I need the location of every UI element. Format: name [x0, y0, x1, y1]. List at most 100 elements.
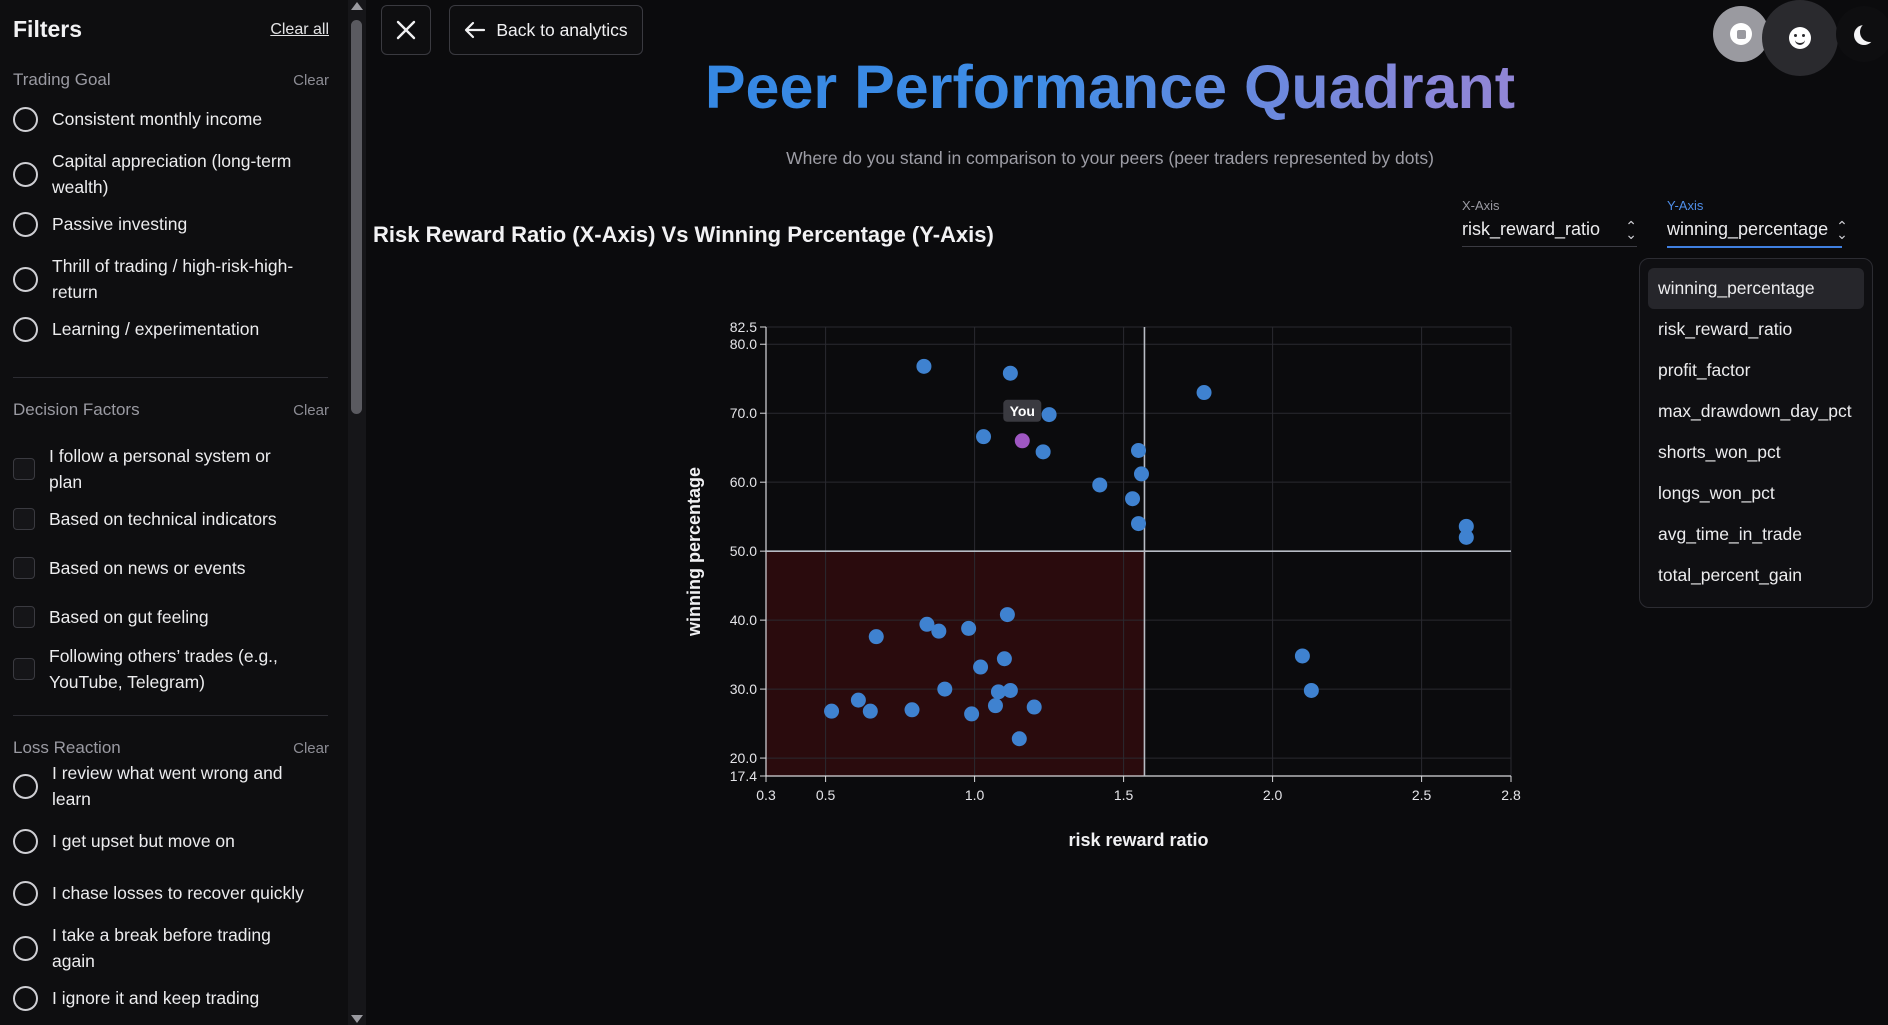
bookmark-button[interactable] [1713, 6, 1769, 62]
decision-factor-option[interactable]: Based on news or events [13, 555, 329, 581]
trading-goal-option[interactable]: Capital appreciation (long-term wealth) [13, 148, 329, 200]
checkbox[interactable] [13, 557, 35, 579]
decision-factor-option[interactable]: Based on gut feeling [13, 604, 329, 630]
scrollbar-thumb[interactable] [351, 20, 362, 414]
x-axis-select[interactable]: X-Axis risk_reward_ratio ⌃ ⌄ [1462, 198, 1637, 247]
radio-button[interactable] [13, 266, 38, 292]
radio-button[interactable] [13, 773, 38, 799]
trading-goal-section: Trading Goal Clear Consistent monthly in… [13, 68, 329, 342]
peer-dot [862, 703, 878, 719]
scroll-down-arrow-icon[interactable] [351, 1015, 363, 1023]
checkbox[interactable] [13, 606, 35, 628]
peer-dot [976, 429, 992, 445]
radio-button[interactable] [13, 828, 38, 854]
moon-icon [1860, 22, 1880, 42]
page-title: Peer Performance Quadrant [366, 52, 1854, 122]
peer-dot [931, 623, 947, 639]
option-label: I review what went wrong and learn [52, 763, 283, 809]
peer-dot [973, 659, 989, 675]
peer-dot [868, 629, 884, 645]
decision-factor-option[interactable]: Following others’ trades (e.g., YouTube,… [13, 643, 329, 695]
scroll-up-arrow-icon[interactable] [351, 2, 363, 10]
peer-dot [1458, 529, 1474, 545]
checkbox[interactable] [13, 508, 35, 530]
decision-factor-option[interactable]: I follow a personal system or plan [13, 443, 329, 495]
option-label: Passive investing [52, 214, 188, 234]
radio-button[interactable] [13, 316, 38, 342]
option-label: I chase losses to recover quickly [52, 883, 304, 903]
loss-reaction-option[interactable]: I take a break before trading again [13, 922, 329, 974]
dropdown-option[interactable]: winning_percentage [1648, 268, 1864, 309]
dropdown-option[interactable]: risk_reward_ratio [1658, 319, 1793, 339]
dropdown-option[interactable]: avg_time_in_trade [1658, 524, 1802, 544]
trading-goal-option[interactable]: Passive investing [13, 211, 329, 237]
peer-dot [1131, 516, 1146, 532]
you-label: You [1010, 403, 1035, 419]
dropdown-option[interactable]: profit_factor [1658, 360, 1751, 380]
close-button[interactable] [381, 5, 431, 55]
loss-reaction-option[interactable]: I review what went wrong and learn [13, 760, 329, 812]
option-label: Capital appreciation (long-term wealth) [52, 151, 292, 197]
x-axis-selected: risk_reward_ratio [1462, 219, 1601, 239]
radio-button[interactable] [13, 880, 38, 906]
underperform-quadrant [766, 551, 1145, 776]
x-axis-value[interactable]: risk_reward_ratio ⌃ ⌄ [1462, 219, 1637, 247]
peer-dot [1035, 444, 1051, 460]
chart-heading: Risk Reward Ratio (X-Axis) Vs Winning Pe… [373, 222, 994, 247]
section-divider [13, 377, 328, 378]
assistant-button[interactable] [1762, 0, 1838, 76]
x-tick-label: 2.8 [1501, 787, 1521, 803]
peer-dot [964, 706, 980, 722]
radio-button[interactable] [13, 935, 38, 961]
section-clear-button[interactable]: Clear [293, 71, 329, 89]
section-title: Decision Factors [13, 400, 140, 419]
checkbox[interactable] [13, 458, 35, 480]
y-tick-label: 30.0 [730, 681, 757, 697]
option-label: I ignore it and keep trading [52, 988, 260, 1008]
y-tick-label: 40.0 [730, 612, 757, 628]
y-tick-label: 17.4 [730, 768, 757, 784]
section-clear-button[interactable]: Clear [293, 739, 329, 757]
trading-goal-option[interactable]: Learning / experimentation [13, 316, 329, 342]
dropdown-option[interactable]: max_drawdown_day_pct [1658, 401, 1852, 421]
peer-dot [1133, 466, 1149, 482]
loss-reaction-section: Loss Reaction Clear I review what went w… [13, 736, 329, 1011]
peer-dot [990, 684, 1006, 700]
radio-button[interactable] [13, 211, 38, 237]
loss-reaction-option[interactable]: I get upset but move on [13, 828, 329, 854]
peer-dot [1002, 365, 1018, 381]
trading-goal-option[interactable]: Consistent monthly income [13, 106, 329, 132]
option-label: Consistent monthly income [52, 109, 263, 129]
x-axis-label: risk reward ratio [1068, 830, 1208, 850]
you-dot [1014, 433, 1030, 449]
decision-factor-option[interactable]: Based on technical indicators [13, 506, 329, 532]
section-clear-button[interactable]: Clear [293, 401, 329, 419]
y-axis-label: winning percentage [684, 467, 704, 637]
radio-button[interactable] [13, 161, 38, 187]
dropdown-option[interactable]: longs_won_pct [1658, 483, 1775, 503]
checkbox[interactable] [13, 658, 35, 680]
x-tick-label: 1.5 [1114, 787, 1134, 803]
y-tick-label: 82.5 [730, 319, 757, 335]
trading-goal-option[interactable]: Thrill of trading / high-risk-high-retur… [13, 253, 329, 305]
y-axis-value[interactable]: winning_percentage ⌃ ⌄ [1667, 219, 1848, 248]
peer-dot [1131, 442, 1146, 458]
peer-dot [996, 651, 1012, 667]
x-axis-caption: X-Axis [1462, 198, 1500, 213]
radio-button[interactable] [13, 985, 38, 1011]
loss-reaction-option[interactable]: I ignore it and keep trading [13, 985, 329, 1011]
peer-dot [850, 692, 866, 708]
dropdown-option[interactable]: shorts_won_pct [1658, 442, 1781, 462]
close-icon [396, 20, 416, 40]
filters-header: Filters Clear all [13, 16, 329, 43]
theme-toggle-button[interactable] [1836, 6, 1888, 62]
updown-chevron-icon: ⌃ ⌄ [1836, 217, 1848, 242]
y-axis-dropdown: winning_percentage risk_reward_ratio pro… [1639, 258, 1873, 608]
radio-button[interactable] [13, 106, 38, 132]
back-to-analytics-button[interactable]: Back to analytics [449, 5, 643, 55]
y-axis-select[interactable]: Y-Axis winning_percentage ⌃ ⌄ [1667, 198, 1848, 248]
loss-reaction-option[interactable]: I chase losses to recover quickly [13, 880, 329, 906]
dropdown-option[interactable]: total_percent_gain [1658, 565, 1802, 585]
smiley-icon [1789, 27, 1811, 49]
clear-all-link[interactable]: Clear all [270, 20, 329, 38]
